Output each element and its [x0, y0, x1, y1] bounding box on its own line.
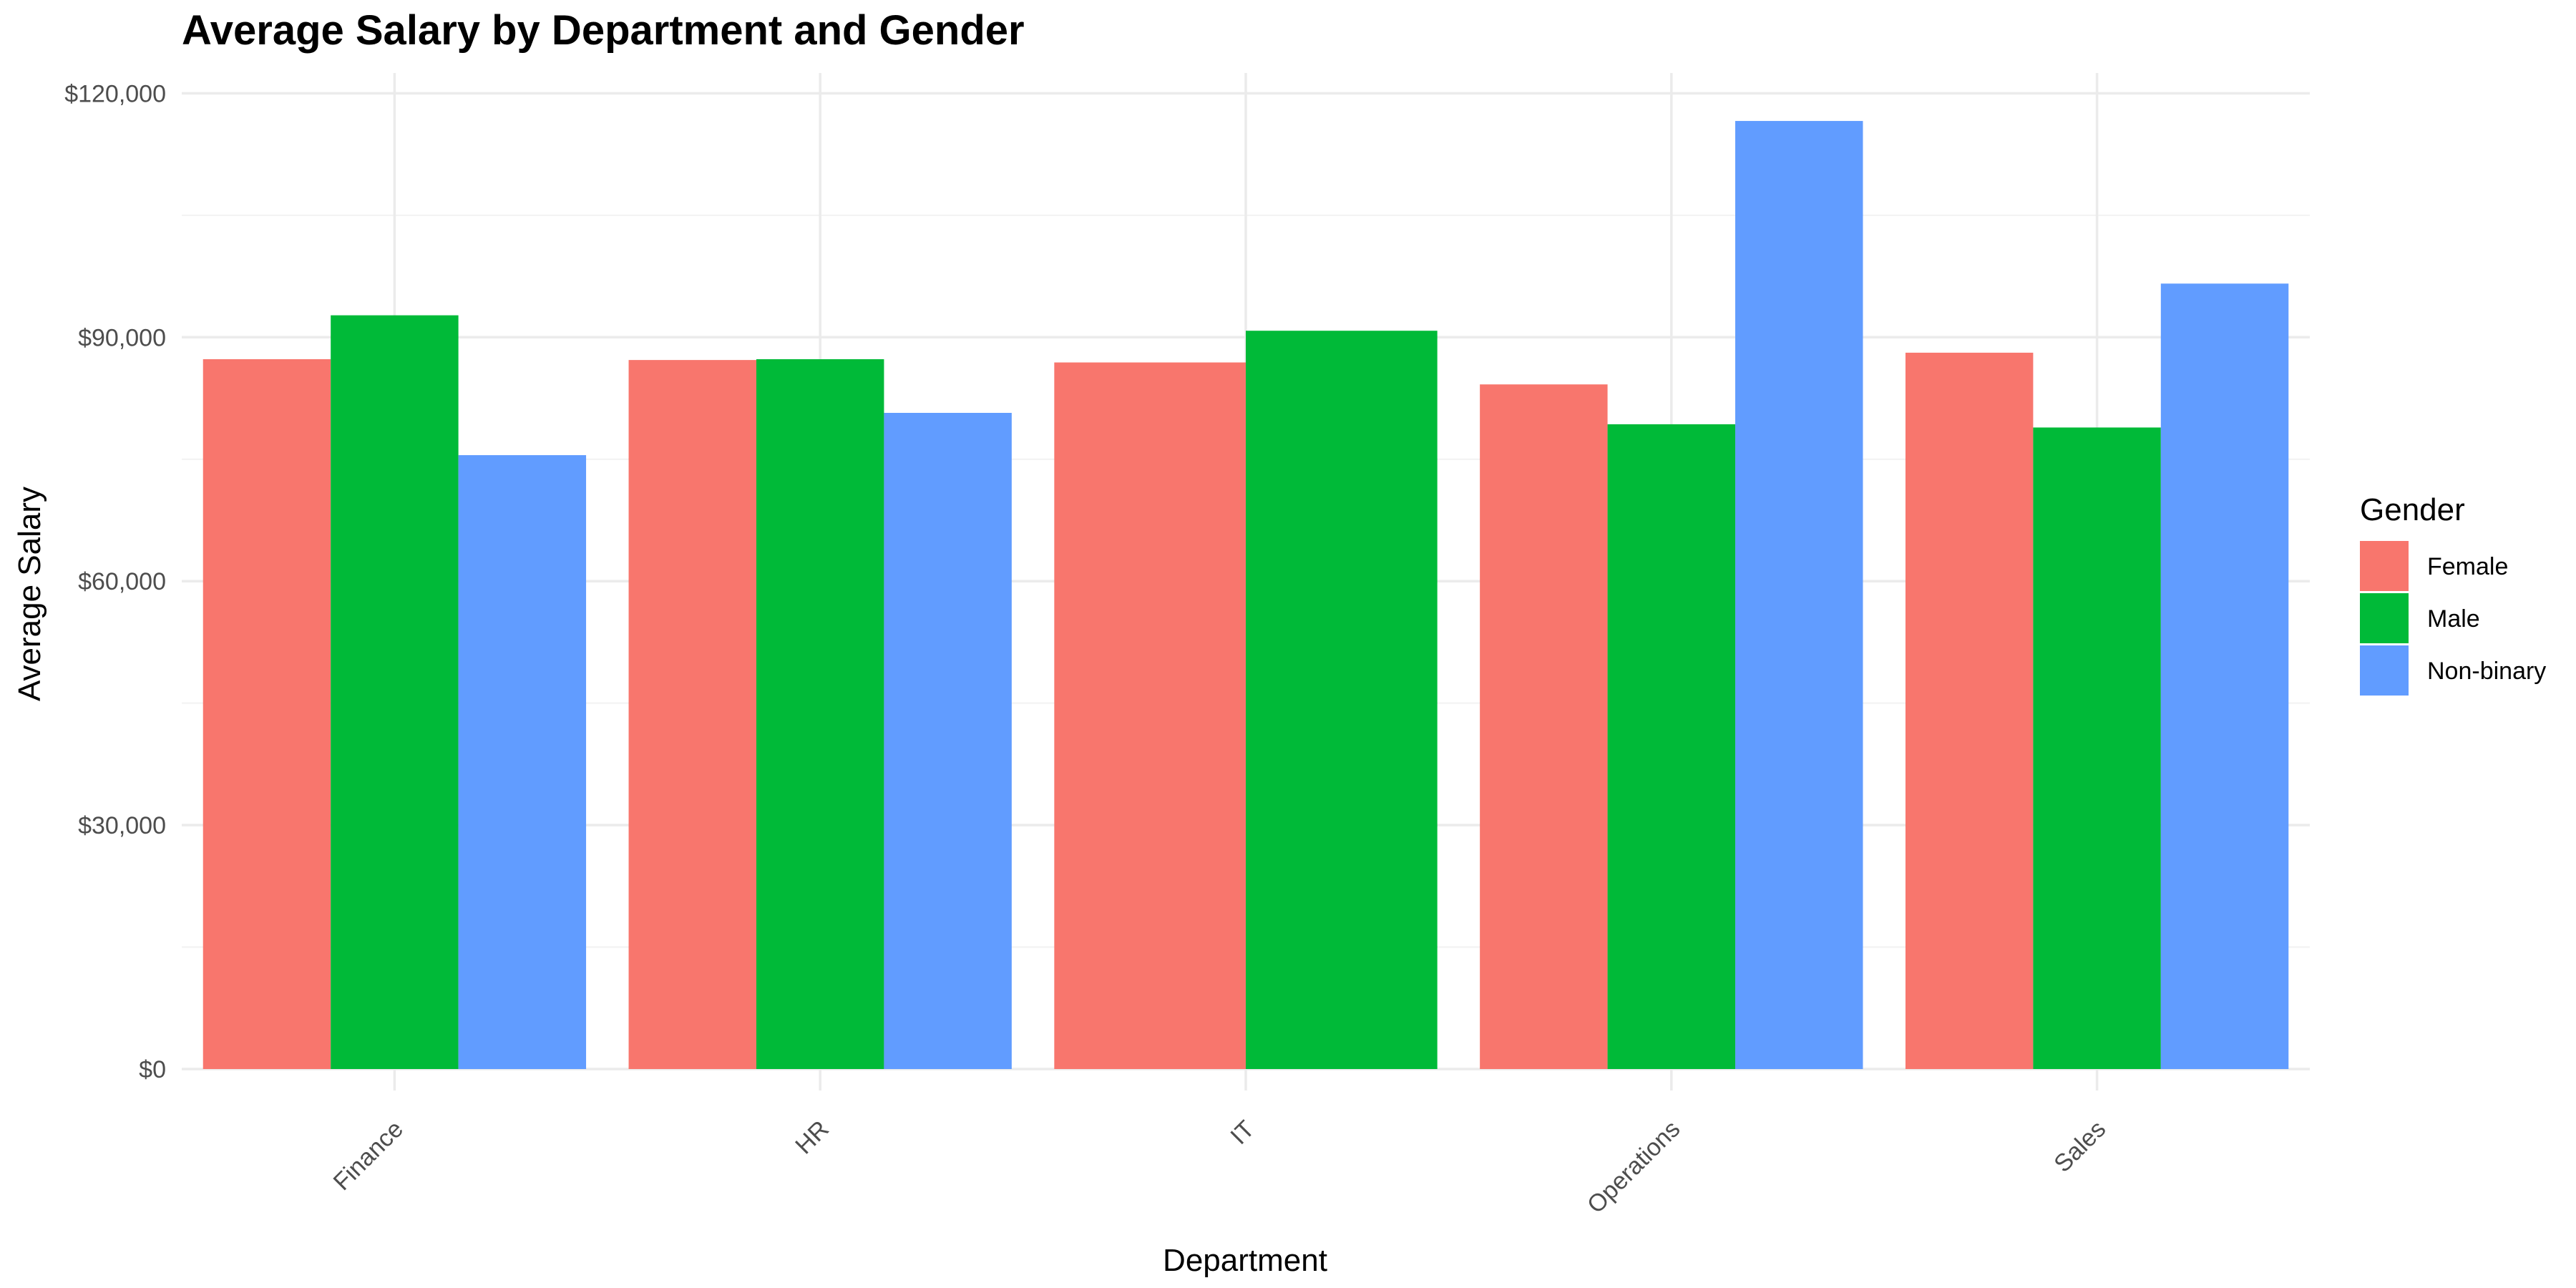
bar-hr-non-binary	[884, 412, 1012, 1069]
y-tick-label: $90,000	[78, 324, 166, 351]
bar-it-male	[1246, 331, 1438, 1069]
bar-finance-non-binary	[458, 455, 587, 1069]
bar-hr-female	[628, 360, 756, 1069]
x-axis-title: Department	[1163, 1243, 1327, 1278]
y-tick-label: $0	[139, 1056, 166, 1083]
bars	[203, 121, 2289, 1070]
bar-finance-female	[203, 358, 331, 1069]
bar-operations-male	[1607, 424, 1736, 1069]
y-tick-label: $60,000	[78, 568, 166, 595]
legend-title: Gender	[2360, 492, 2465, 527]
bar-sales-non-binary	[2160, 283, 2289, 1069]
legend-label: Female	[2427, 553, 2508, 580]
legend-swatch	[2360, 593, 2409, 643]
bar-hr-male	[756, 358, 884, 1069]
y-tick-label: $30,000	[78, 812, 166, 839]
bar-operations-non-binary	[1735, 121, 1863, 1070]
y-tick-labels: $0 $30,000 $60,000 $90,000 $120,000	[64, 80, 166, 1083]
legend-swatch	[2360, 541, 2409, 591]
bar-finance-male	[331, 315, 459, 1070]
legend-label: Non-binary	[2427, 658, 2546, 685]
chart-title: Average Salary by Department and Gender	[182, 7, 1025, 54]
y-axis-title: Average Salary	[12, 487, 47, 701]
bar-operations-female	[1480, 384, 1608, 1069]
y-tick-label: $120,000	[64, 80, 166, 107]
bar-sales-female	[1905, 352, 2034, 1069]
legend: Gender Female Male Non-binary	[2360, 492, 2546, 696]
legend-swatch	[2360, 645, 2409, 696]
bar-sales-male	[2033, 427, 2161, 1069]
legend-label: Male	[2427, 605, 2480, 633]
bar-it-female	[1054, 362, 1246, 1070]
